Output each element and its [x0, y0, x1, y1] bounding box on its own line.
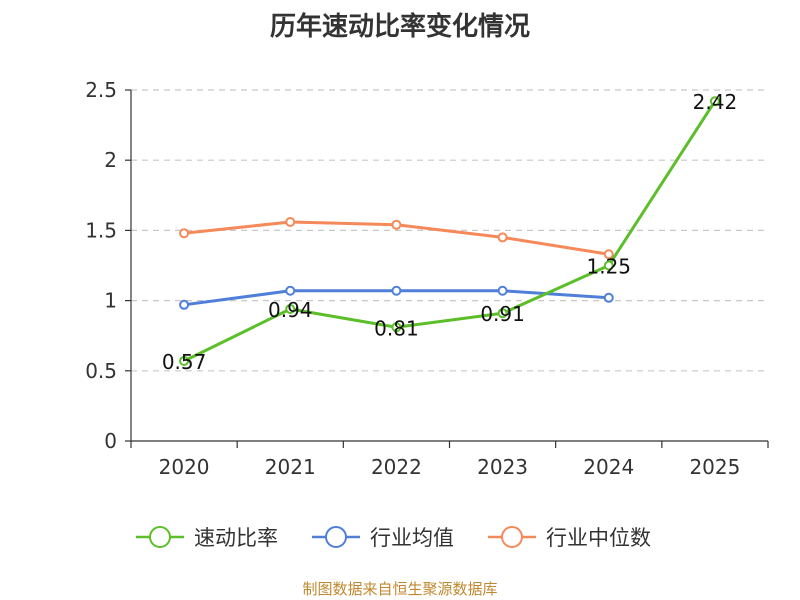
data-point — [603, 249, 614, 260]
x-tick-label: 2024 — [583, 455, 634, 479]
data-label: 0.91 — [480, 302, 525, 326]
data-point — [285, 216, 296, 227]
data-point — [497, 308, 508, 319]
legend-swatch-marker — [325, 526, 347, 548]
data-label: 0.57 — [162, 350, 207, 374]
source-footer: 制图数据来自恒生聚源数据库 — [302, 580, 498, 598]
legend-label[interactable]: 行业中位数 — [546, 526, 651, 550]
data-point — [391, 322, 402, 333]
data-point — [497, 232, 508, 243]
data-point — [179, 299, 190, 310]
data-point — [497, 285, 508, 296]
legend-label[interactable]: 行业均值 — [370, 526, 454, 550]
series-line — [183, 100, 717, 363]
data-label: 1.25 — [586, 255, 631, 279]
data-point — [179, 355, 190, 366]
y-tick-label: 2.5 — [85, 78, 117, 102]
x-tick-label: 2023 — [477, 455, 528, 479]
y-tick-label: 1 — [104, 289, 117, 313]
data-point — [179, 228, 190, 239]
data-point — [285, 285, 296, 296]
x-tick-label: 2025 — [689, 455, 740, 479]
x-tick-label: 2021 — [265, 455, 316, 479]
data-label: 2.42 — [693, 90, 738, 114]
legend-swatch-marker — [501, 526, 523, 548]
x-tick-label: 2020 — [159, 455, 210, 479]
chart-title: 历年速动比率变化情况 — [269, 12, 530, 42]
data-label: 0.94 — [268, 298, 313, 322]
data-label: 0.81 — [374, 316, 419, 340]
y-tick-label: 2 — [104, 148, 117, 172]
legend-label[interactable]: 速动比率 — [194, 526, 278, 550]
y-tick-label: 1.5 — [85, 218, 117, 242]
x-tick-label: 2022 — [371, 455, 422, 479]
data-point — [391, 285, 402, 296]
data-point — [709, 96, 720, 107]
legend-swatch-marker — [149, 526, 171, 548]
data-point — [285, 304, 296, 315]
data-point — [391, 219, 402, 230]
y-tick-label: 0 — [104, 429, 117, 453]
data-point — [603, 260, 614, 271]
y-tick-label: 0.5 — [85, 359, 117, 383]
data-point — [603, 292, 614, 303]
